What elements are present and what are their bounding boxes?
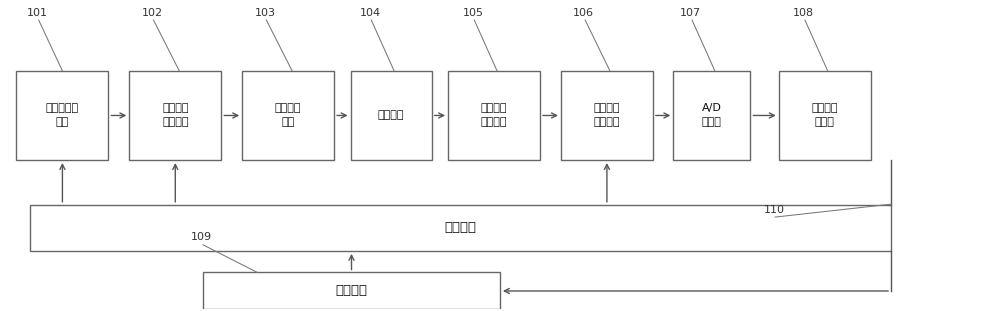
Text: 107: 107 xyxy=(680,8,701,18)
Text: 控制电路: 控制电路 xyxy=(336,285,368,298)
Text: 可调恒流源
电路: 可调恒流源 电路 xyxy=(46,104,79,128)
FancyBboxPatch shape xyxy=(673,71,750,160)
FancyBboxPatch shape xyxy=(129,71,221,160)
Text: 数字信号
处理器: 数字信号 处理器 xyxy=(811,104,838,128)
Text: 108: 108 xyxy=(793,8,814,18)
FancyBboxPatch shape xyxy=(561,71,653,160)
FancyBboxPatch shape xyxy=(16,71,108,160)
FancyBboxPatch shape xyxy=(242,71,334,160)
Text: 101: 101 xyxy=(27,8,48,18)
FancyBboxPatch shape xyxy=(779,71,871,160)
FancyBboxPatch shape xyxy=(351,71,432,160)
Text: 切换电路: 切换电路 xyxy=(444,221,476,234)
Text: 温度漂移
补偿电路: 温度漂移 补偿电路 xyxy=(481,104,507,128)
Text: 109: 109 xyxy=(191,233,212,243)
Text: 102: 102 xyxy=(142,8,163,18)
FancyBboxPatch shape xyxy=(30,205,891,251)
Text: 103: 103 xyxy=(254,8,275,18)
Text: 106: 106 xyxy=(573,8,594,18)
Text: 二级可调
放大电路: 二级可调 放大电路 xyxy=(594,104,620,128)
Text: 110: 110 xyxy=(763,205,784,215)
FancyBboxPatch shape xyxy=(203,272,500,309)
Text: 104: 104 xyxy=(359,8,381,18)
FancyBboxPatch shape xyxy=(448,71,540,160)
Text: 前置放大
电路: 前置放大 电路 xyxy=(275,104,301,128)
Text: 滤波电路: 滤波电路 xyxy=(378,110,404,120)
Text: 压力传感
阵列电路: 压力传感 阵列电路 xyxy=(162,104,189,128)
Text: 105: 105 xyxy=(462,8,483,18)
Text: A/D
转换器: A/D 转换器 xyxy=(702,104,722,128)
